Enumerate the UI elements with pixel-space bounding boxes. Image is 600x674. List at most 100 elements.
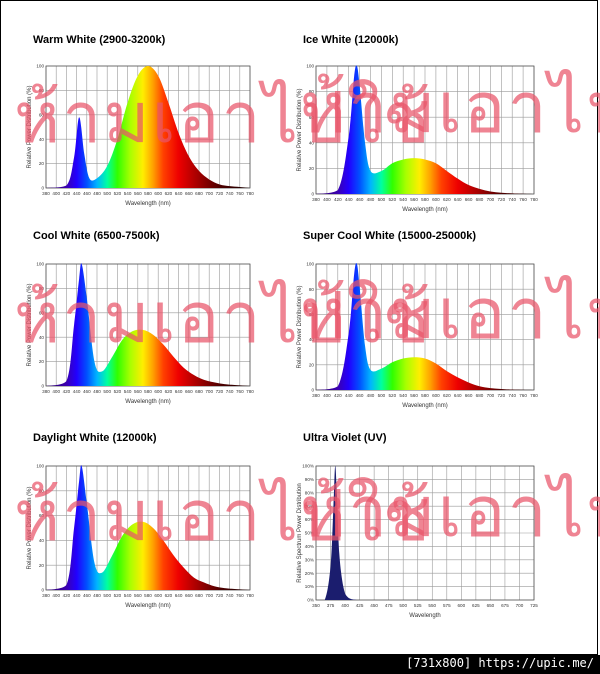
x-tick-label: 500 [103, 191, 111, 196]
x-tick-label: 780 [246, 593, 254, 598]
y-tick-label: 80 [309, 287, 315, 292]
chart-ice-white: 380 400 420 440 460 480 500 520 540 560 580 600 620 6… [297, 64, 538, 213]
y-axis-title: Relative Power Distribution (%) [27, 486, 33, 569]
y-tick-label: 60 [39, 310, 45, 315]
y-tick-label: 0 [311, 388, 314, 393]
x-tick-label: 475 [385, 603, 393, 608]
x-tick-label: 460 [356, 197, 364, 202]
x-tick-label: 540 [124, 389, 132, 394]
x-tick-label: 425 [356, 603, 364, 608]
x-tick-label: 700 [205, 191, 213, 196]
y-tick-labels: 0% 10% 20% 30% 40% 50% 60% 70% 80% 90% 100% [302, 464, 314, 603]
x-tick-label: 440 [73, 191, 81, 196]
x-tick-label: 580 [144, 389, 152, 394]
x-tick-label: 740 [226, 389, 234, 394]
x-tick-label: 500 [103, 593, 111, 598]
chart-title: Super Cool White (15000-25000k) [303, 230, 477, 242]
chart-ultra-violet: 350 375 400 425 450 475 500 525 550 575 600 625 650 6… [297, 464, 538, 619]
x-tick-label: 680 [195, 593, 203, 598]
y-tick-label: 80 [39, 286, 45, 291]
x-tick-label: 550 [428, 603, 436, 608]
y-tick-label: 50% [305, 531, 314, 536]
chart-cool-white: 380 400 420 440 460 480 500 520 540 560 580 600 620 6… [27, 262, 254, 405]
x-tick-label: 760 [519, 393, 527, 398]
y-axis-title: Relative Power Distribution (%) [27, 283, 33, 366]
x-tick-label: 440 [73, 593, 81, 598]
x-tick-label: 740 [508, 393, 516, 398]
y-tick-label: 40 [39, 538, 45, 543]
x-tick-label: 460 [356, 393, 364, 398]
y-tick-label: 100 [36, 64, 44, 69]
x-tick-label: 640 [175, 191, 183, 196]
y-tick-label: 30% [305, 557, 314, 562]
x-tick-label: 640 [454, 197, 462, 202]
x-tick-label: 480 [93, 191, 101, 196]
chart-daylight-white: 380 400 420 440 460 480 500 520 540 560 580 600 620 6… [27, 464, 254, 609]
x-tick-label: 700 [516, 603, 524, 608]
plot-border [315, 465, 535, 601]
x-tick-label: 760 [236, 389, 244, 394]
x-tick-labels: 380 400 420 440 460 480 500 520 540 560 580 600 620 6… [42, 593, 254, 598]
x-tick-label: 600 [432, 393, 440, 398]
x-tick-label: 660 [185, 191, 193, 196]
y-tick-label: 20% [305, 571, 314, 576]
footer-bar: [731x800] https://upic.me/ [0, 655, 600, 674]
x-tick-label: 400 [52, 389, 60, 394]
x-tick-labels: 380 400 420 440 460 480 500 520 540 560 580 600 620 6… [312, 393, 538, 398]
x-tick-label: 540 [124, 593, 132, 598]
x-tick-label: 420 [63, 389, 71, 394]
x-tick-label: 380 [42, 389, 50, 394]
y-tick-label: 100% [302, 464, 314, 469]
y-tick-label: 10% [305, 584, 314, 589]
y-tick-label: 100 [36, 262, 44, 267]
x-tick-label: 700 [205, 389, 213, 394]
y-tick-label: 100 [306, 262, 314, 267]
x-tick-label: 520 [388, 197, 396, 202]
x-tick-labels: 380 400 420 440 460 480 500 520 540 560 580 600 620 6… [42, 389, 254, 394]
x-tick-label: 540 [124, 191, 132, 196]
x-tick-label: 580 [421, 393, 429, 398]
x-tick-label: 675 [501, 603, 509, 608]
x-tick-label: 660 [185, 593, 193, 598]
x-tick-labels: 350 375 400 425 450 475 500 525 550 575 600 625 650 6… [312, 603, 538, 608]
x-tick-label: 480 [93, 593, 101, 598]
x-tick-label: 625 [472, 603, 480, 608]
x-tick-label: 380 [312, 197, 320, 202]
x-tick-label: 680 [195, 389, 203, 394]
x-tick-label: 740 [508, 197, 516, 202]
x-tick-label: 575 [443, 603, 451, 608]
x-tick-label: 620 [165, 191, 173, 196]
chart-title: Daylight White (12000k) [33, 432, 157, 444]
x-tick-label: 500 [399, 603, 407, 608]
x-tick-label: 640 [175, 593, 183, 598]
y-tick-label: 60 [39, 513, 45, 518]
x-tick-label: 780 [530, 197, 538, 202]
x-tick-label: 580 [421, 197, 429, 202]
spectrum-area [316, 465, 357, 600]
x-tick-label: 650 [487, 603, 495, 608]
x-tick-label: 380 [42, 593, 50, 598]
x-tick-label: 680 [195, 191, 203, 196]
x-tick-label: 660 [465, 197, 473, 202]
y-axis-title: Relative Spectrum Power Distribution [297, 483, 303, 582]
x-tick-label: 620 [443, 197, 451, 202]
y-tick-label: 20 [39, 563, 45, 568]
x-tick-label: 460 [83, 389, 91, 394]
y-tick-labels: 0 20 40 60 80 100 [36, 262, 44, 389]
y-axis-title: Relative Power Distribution (%) [27, 85, 33, 168]
x-tick-label: 640 [175, 389, 183, 394]
x-tick-label: 680 [476, 393, 484, 398]
x-tick-label: 640 [454, 393, 462, 398]
x-tick-label: 600 [432, 197, 440, 202]
y-tick-label: 90% [305, 477, 314, 482]
x-tick-labels: 380 400 420 440 460 480 500 520 540 560 580 600 620 6… [312, 197, 538, 202]
spectrum-area [46, 263, 250, 386]
x-tick-label: 620 [165, 389, 173, 394]
chart-title: Cool White (6500-7500k) [33, 230, 160, 242]
chart-warm-white: 380 400 420 440 460 480 500 520 540 560 580 600 620 6… [27, 64, 254, 207]
x-axis-title: Wavelength [409, 613, 440, 619]
chart-super-cool-white: 380 400 420 440 460 480 500 520 540 560 580 600 620 6… [297, 262, 538, 409]
x-tick-label: 480 [367, 393, 375, 398]
grid [315, 465, 535, 601]
x-tick-label: 600 [154, 593, 162, 598]
